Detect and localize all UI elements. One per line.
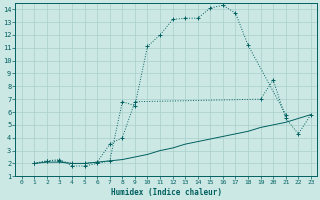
X-axis label: Humidex (Indice chaleur): Humidex (Indice chaleur): [111, 188, 222, 197]
